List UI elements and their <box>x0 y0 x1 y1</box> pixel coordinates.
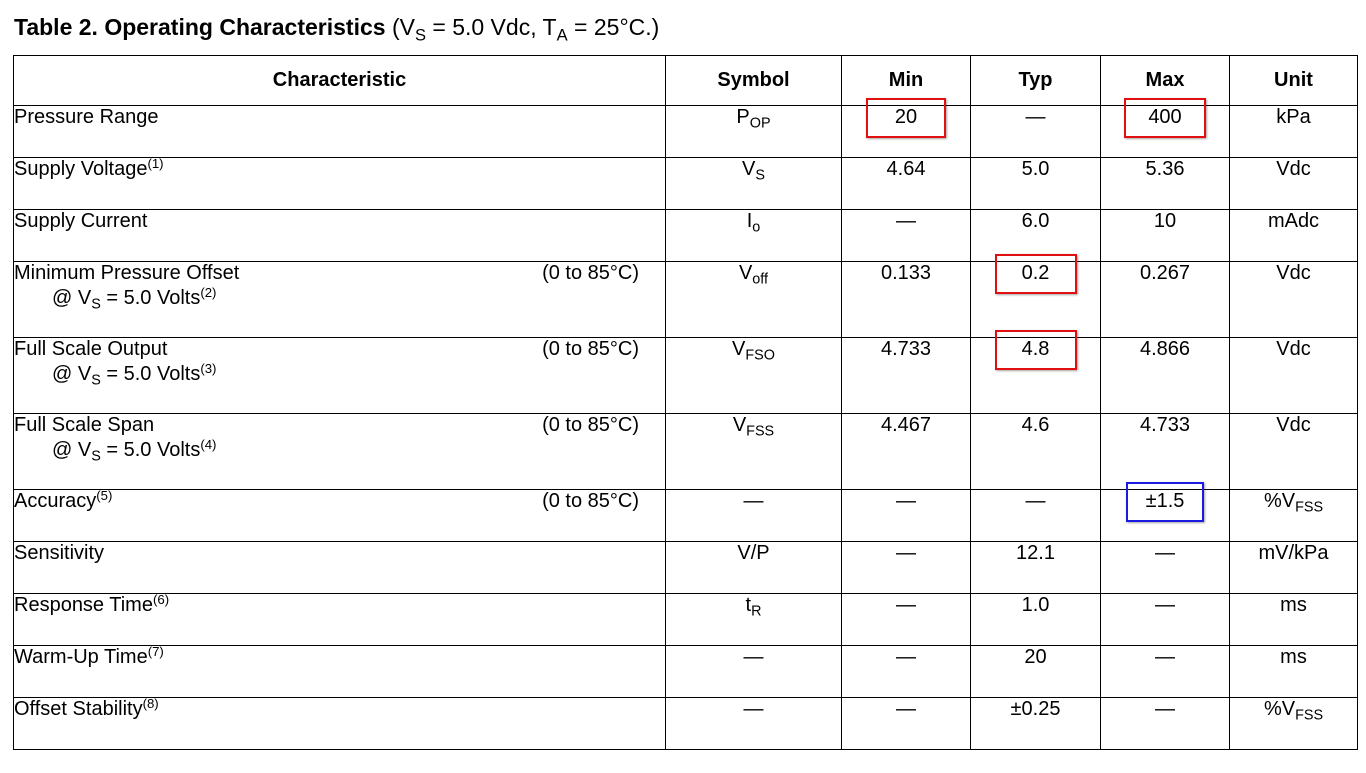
table-row: Full Scale Output (0 to 85°C) @ VS = 5.0 … <box>13 330 1358 414</box>
max-cell: — <box>1100 697 1230 750</box>
condition-label: (0 to 85°C) <box>542 490 639 512</box>
typ-cell: 20 <box>970 645 1101 698</box>
characteristic-cell: Accuracy(5) (0 to 85°C) <box>13 489 666 542</box>
unit-cell: kPa <box>1229 105 1358 158</box>
table-row: Minimum Pressure Offset (0 to 85°C) @ VS … <box>13 254 1358 338</box>
condition-label: (0 to 85°C) <box>542 262 639 284</box>
max-cell: 0.267 <box>1100 261 1230 338</box>
max-cell: — <box>1100 645 1230 698</box>
max-cell: 400 <box>1100 98 1230 158</box>
characteristic-cell: Full Scale Span (0 to 85°C) @ VS = 5.0 Vo… <box>13 413 666 490</box>
min-cell: — <box>841 593 971 646</box>
min-cell: — <box>841 697 971 750</box>
typ-cell: 12.1 <box>970 541 1101 594</box>
characteristic-cell: Full Scale Output (0 to 85°C) @ VS = 5.0 … <box>13 337 666 414</box>
typ-cell: 6.0 <box>970 209 1101 262</box>
unit-cell: Vdc <box>1229 261 1358 338</box>
header-typ: Typ <box>970 55 1101 106</box>
unit-cell: Vdc <box>1229 337 1358 414</box>
table-row: Warm-Up Time(7) — — 20 — ms <box>13 645 1358 698</box>
min-cell: — <box>841 541 971 594</box>
symbol-cell: V/P <box>665 541 842 594</box>
typ-cell: 4.6 <box>970 413 1101 490</box>
table-row: Accuracy(5) (0 to 85°C) — — — ±1.5 %VFSS <box>13 482 1358 542</box>
max-cell: ±1.5 <box>1100 482 1230 542</box>
typ-cell: 5.0 <box>970 157 1101 210</box>
symbol-cell: — <box>665 645 842 698</box>
typ-cell: 4.8 <box>970 330 1101 414</box>
characteristic-cell: Minimum Pressure Offset (0 to 85°C) @ VS … <box>13 261 666 338</box>
unit-cell: %VFSS <box>1229 697 1358 750</box>
unit-cell: mV/kPa <box>1229 541 1358 594</box>
unit-cell: Vdc <box>1229 413 1358 490</box>
table-row: Offset Stability(8) — — ±0.25 — %VFSS <box>13 697 1358 750</box>
header-row: Characteristic Symbol Min Typ Max Unit <box>13 55 1358 106</box>
blue-highlight-box: ±1.5 <box>1126 482 1204 522</box>
min-cell: 4.64 <box>841 157 971 210</box>
typ-cell: 0.2 <box>970 254 1101 338</box>
table-row: Sensitivity V/P — 12.1 — mV/kPa <box>13 541 1358 594</box>
characteristic-cell: Pressure Range <box>13 105 666 158</box>
red-highlight-box: 20 <box>866 98 946 138</box>
typ-cell: ±0.25 <box>970 697 1101 750</box>
table-row: Response Time(6) tR — 1.0 — ms <box>13 593 1358 646</box>
unit-cell: %VFSS <box>1229 489 1358 542</box>
symbol-cell: VFSS <box>665 413 842 490</box>
characteristic-cell: Warm-Up Time(7) <box>13 645 666 698</box>
red-highlight-box: 4.8 <box>994 330 1077 370</box>
min-cell: 20 <box>841 98 971 158</box>
table-row: Supply Current Io — 6.0 10 mAdc <box>13 209 1358 262</box>
condition-label: (0 to 85°C) <box>542 338 639 360</box>
symbol-cell: Io <box>665 209 842 262</box>
symbol-cell: — <box>665 489 842 542</box>
symbol-cell: VS <box>665 157 842 210</box>
characteristic-cell: Sensitivity <box>13 541 666 594</box>
operating-characteristics-table: Characteristic Symbol Min Typ Max Unit P… <box>13 55 1358 750</box>
min-cell: 0.133 <box>841 261 971 338</box>
max-cell: 4.733 <box>1100 413 1230 490</box>
table-title-label: Table 2. Operating Characteristics <box>14 14 386 40</box>
unit-cell: Vdc <box>1229 157 1358 210</box>
max-cell: 4.866 <box>1100 337 1230 414</box>
characteristic-cell: Supply Voltage(1) <box>13 157 666 210</box>
characteristic-cell: Supply Current <box>13 209 666 262</box>
symbol-cell: tR <box>665 593 842 646</box>
red-highlight-box: 0.2 <box>994 254 1077 294</box>
typ-cell: 1.0 <box>970 593 1101 646</box>
unit-cell: ms <box>1229 593 1358 646</box>
symbol-cell: POP <box>665 105 842 158</box>
min-cell: 4.467 <box>841 413 971 490</box>
min-cell: 4.733 <box>841 337 971 414</box>
min-cell: — <box>841 645 971 698</box>
header-unit: Unit <box>1229 55 1358 106</box>
min-cell: — <box>841 489 971 542</box>
unit-cell: ms <box>1229 645 1358 698</box>
unit-cell: mAdc <box>1229 209 1358 262</box>
red-highlight-box: 400 <box>1124 98 1206 138</box>
max-cell: 10 <box>1100 209 1230 262</box>
symbol-cell: VFSO <box>665 337 842 414</box>
header-symbol: Symbol <box>665 55 842 106</box>
table-row: Pressure Range POP 20 — 400 kPa <box>13 98 1358 158</box>
typ-cell: — <box>970 489 1101 542</box>
table-row: Supply Voltage(1) VS 4.64 5.0 5.36 Vdc <box>13 157 1358 210</box>
min-cell: — <box>841 209 971 262</box>
condition-label: (0 to 85°C) <box>542 414 639 436</box>
characteristic-cell: Offset Stability(8) <box>13 697 666 750</box>
symbol-cell: — <box>665 697 842 750</box>
max-cell: — <box>1100 541 1230 594</box>
table-title-conditions: (VS = 5.0 Vdc, TA = 25°C.) <box>391 14 660 45</box>
max-cell: — <box>1100 593 1230 646</box>
typ-cell: — <box>970 105 1101 158</box>
table-title: Table 2. Operating Characteristics (VS =… <box>14 14 660 45</box>
symbol-cell: Voff <box>665 261 842 338</box>
header-characteristic: Characteristic <box>13 55 666 106</box>
table-row: Full Scale Span (0 to 85°C) @ VS = 5.0 Vo… <box>13 413 1358 490</box>
max-cell: 5.36 <box>1100 157 1230 210</box>
characteristic-cell: Response Time(6) <box>13 593 666 646</box>
